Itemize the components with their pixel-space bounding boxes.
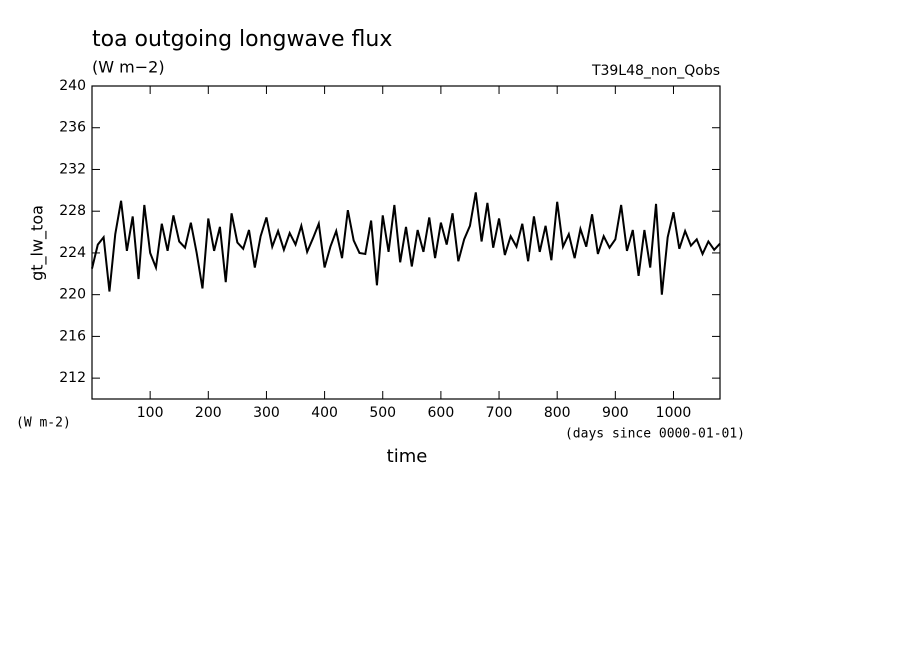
y-tick-label: 212 [59, 370, 86, 386]
subtitle: (W m−2) [92, 58, 165, 77]
x-tick-label: 700 [486, 405, 513, 421]
plot-frame [91, 85, 721, 400]
y-tick-label: 216 [59, 328, 86, 344]
x-tick-label: 900 [602, 405, 629, 421]
y-tick-label: 224 [59, 245, 86, 261]
chart-title: toa outgoing longwave flux [92, 27, 392, 52]
x-axis-label: time [387, 446, 428, 467]
x-tick-label: 600 [428, 405, 455, 421]
x-tick-label: 1000 [656, 405, 692, 421]
x-tick-label: 100 [137, 405, 164, 421]
y-axis-label: gt_lw_toa [28, 205, 48, 281]
y-tick-label: 228 [59, 203, 86, 219]
x-tick-label: 400 [311, 405, 338, 421]
y-tick-label: 240 [59, 78, 86, 94]
x-tick-label: 200 [195, 405, 222, 421]
x-tick-label: 800 [544, 405, 571, 421]
y-tick-label: 236 [59, 120, 86, 136]
x-tick-label: 300 [253, 405, 280, 421]
y-unit: (W m-2) [16, 416, 71, 431]
data-line [91, 192, 721, 295]
run-label: T39L48_non_Qobs [591, 63, 720, 79]
x-unit: (days since 0000-01-01) [565, 427, 745, 442]
y-tick-label: 232 [59, 161, 86, 177]
y-tick-label: 220 [59, 287, 86, 303]
x-tick-label: 500 [369, 405, 396, 421]
